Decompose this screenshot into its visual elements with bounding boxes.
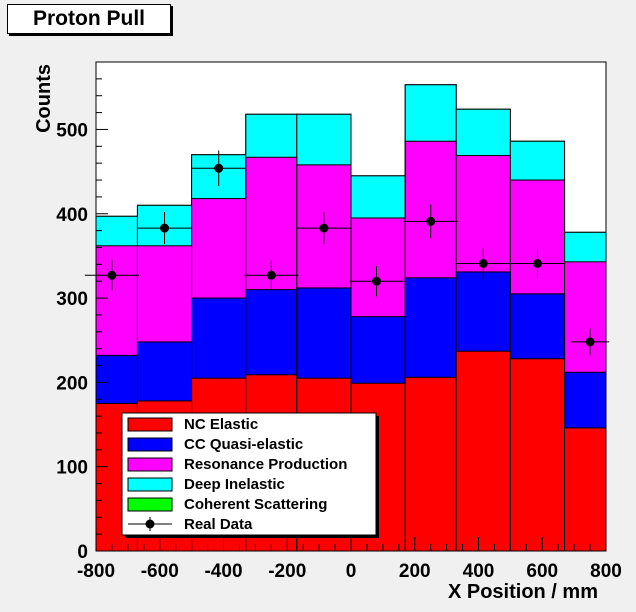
legend-label-resonance-production: Resonance Production [184,456,347,473]
y-tick-label: 100 [56,458,88,479]
x-axis-title: X Position / mm [448,581,598,603]
legend-swatch-nc-elastic [127,417,173,432]
bar-nc-elastic-6 [404,376,457,552]
legend-swatch-deep-inelastic [127,477,173,492]
x-tick-label: 600 [526,561,558,582]
legend-label-cc-quasi-elastic: CC Quasi-elastic [184,436,303,453]
data-point-2 [214,163,224,173]
y-tick-label: 0 [77,542,88,563]
legend-swatch-coherent-scattering [127,497,173,512]
y-axis-title: Counts [33,64,55,133]
data-point-1 [160,223,170,233]
x-tick-label: 0 [346,561,357,582]
data-point-0 [107,270,117,280]
x-tick-label: -800 [77,561,115,582]
x-tick-label: 200 [399,561,431,582]
data-point-3 [266,270,276,280]
legend-marker-point [145,519,155,529]
y-tick-label: 300 [56,289,88,310]
legend-label-nc-elastic: NC Elastic [184,416,258,433]
legend-swatch-resonance-production [127,457,173,472]
legend-box [121,412,377,536]
chart-title: Proton Pull [33,7,145,30]
data-point-9 [585,337,595,347]
legend-label-coherent-scattering: Coherent Scattering [184,496,327,513]
legend-swatch-cc-quasi-elastic [127,437,173,452]
data-point-5 [372,276,381,286]
x-tick-label: -400 [204,561,242,582]
legend-label-real-data: Real Data [184,516,253,533]
data-point-4 [319,223,329,233]
bar-nc-elastic-9 [564,427,607,552]
data-point-7 [478,259,488,269]
chart-title-box: Proton Pull [7,4,171,34]
x-tick-label: -200 [268,561,306,582]
legend-label-deep-inelastic: Deep Inelastic [184,476,285,493]
bar-nc-elastic-7 [455,350,511,552]
data-point-8 [532,259,542,269]
x-tick-label: 800 [590,561,622,582]
y-tick-label: 500 [56,120,88,141]
data-point-6 [426,216,436,226]
bar-nc-elastic-8 [509,358,566,552]
y-tick-label: 400 [56,205,88,226]
x-tick-label: -600 [141,561,179,582]
y-tick-label: 200 [56,373,88,394]
x-tick-label: 400 [463,561,495,582]
